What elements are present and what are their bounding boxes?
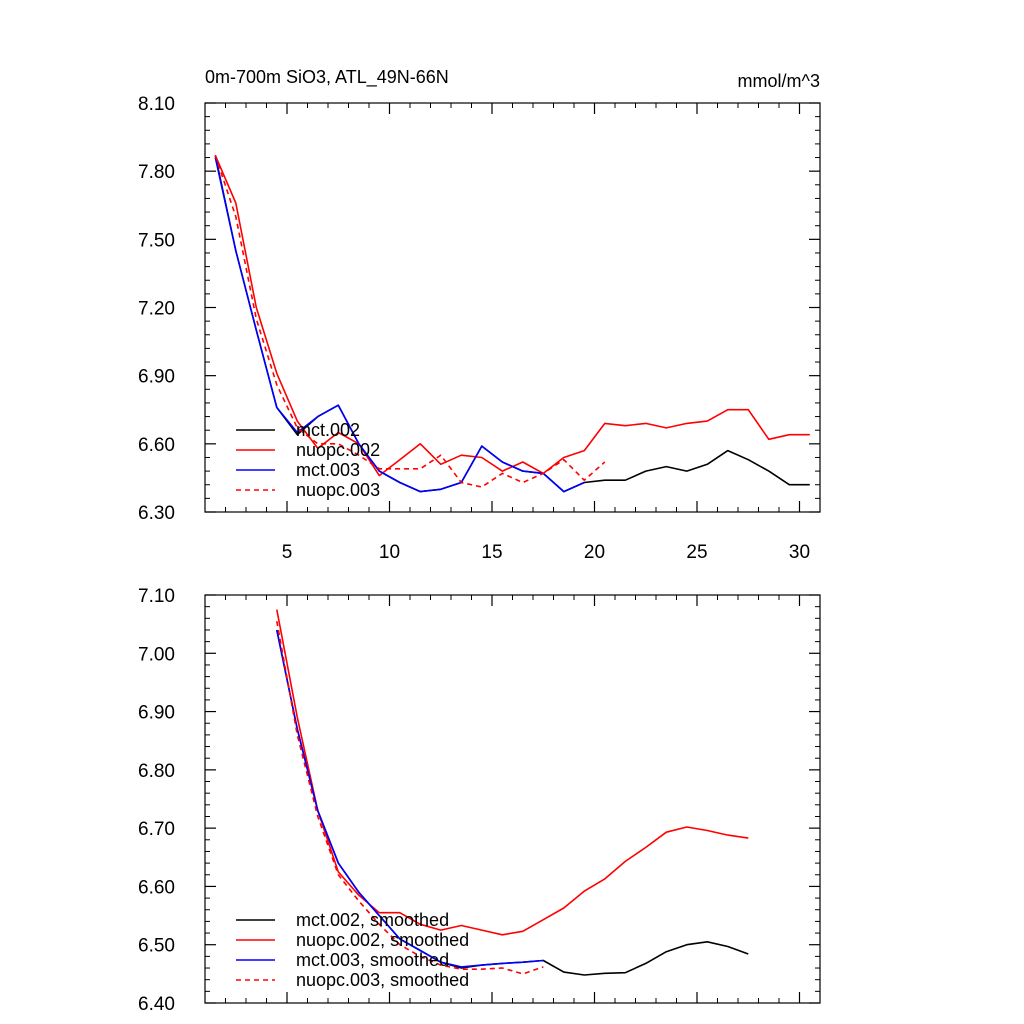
top-panel: 5 10 15 20 25 30 6.30 6.60 6.90 7.20 7.50 7.80 8.10 m… [138, 94, 821, 563]
y-tick-label: 7.50 [138, 230, 175, 251]
x-tick-label: 30 [789, 542, 810, 563]
x-tick-label: 25 [686, 542, 707, 563]
legend-label: nuopc.002, smoothed [296, 930, 469, 950]
chart-title: 0m-700m SiO3, ATL_49N-66N [205, 67, 449, 88]
y-tick-label: 6.30 [138, 503, 175, 524]
bottom-panel: 6.40 6.50 6.60 6.70 6.80 6.90 7.00 7.10 mct.002,… [138, 586, 821, 1015]
y-tick-label: 6.80 [138, 761, 175, 782]
y-tick-label: 7.10 [138, 586, 175, 607]
legend-label: nuopc.002 [296, 440, 380, 460]
series-line-3 [276, 621, 544, 975]
legend-label: mct.002, smoothed [296, 910, 449, 930]
y-tick-label: 7.20 [138, 299, 175, 320]
y-tick-label: 7.80 [138, 162, 175, 183]
y-tick-label: 6.90 [138, 367, 175, 388]
units-label: mmol/m^3 [738, 71, 820, 91]
y-tick-label: 6.70 [138, 819, 175, 840]
legend-label: mct.003 [296, 460, 360, 480]
y-tick-label: 6.90 [138, 703, 175, 724]
legend-label: nuopc.003, smoothed [296, 970, 469, 990]
series-line-1 [276, 609, 749, 936]
y-tick-label: 8.10 [138, 94, 175, 115]
series-line-2 [214, 157, 585, 493]
series-line-3 [214, 155, 606, 488]
y-tick-label: 7.00 [138, 644, 175, 665]
y-tick-label: 6.60 [138, 877, 175, 898]
y-tick-label: 6.50 [138, 936, 175, 957]
y-tick-label: 6.60 [138, 435, 175, 456]
legend-label: mct.003, smoothed [296, 950, 449, 970]
x-tick-label: 10 [379, 542, 400, 563]
legend-label: mct.002 [296, 420, 360, 440]
x-tick-label: 20 [584, 542, 605, 563]
x-tick-label: 15 [481, 542, 502, 563]
x-tick-label: 5 [282, 542, 293, 563]
series-line-2 [276, 629, 544, 968]
legend-label: nuopc.003 [296, 480, 380, 500]
y-tick-label: 6.40 [138, 994, 175, 1015]
